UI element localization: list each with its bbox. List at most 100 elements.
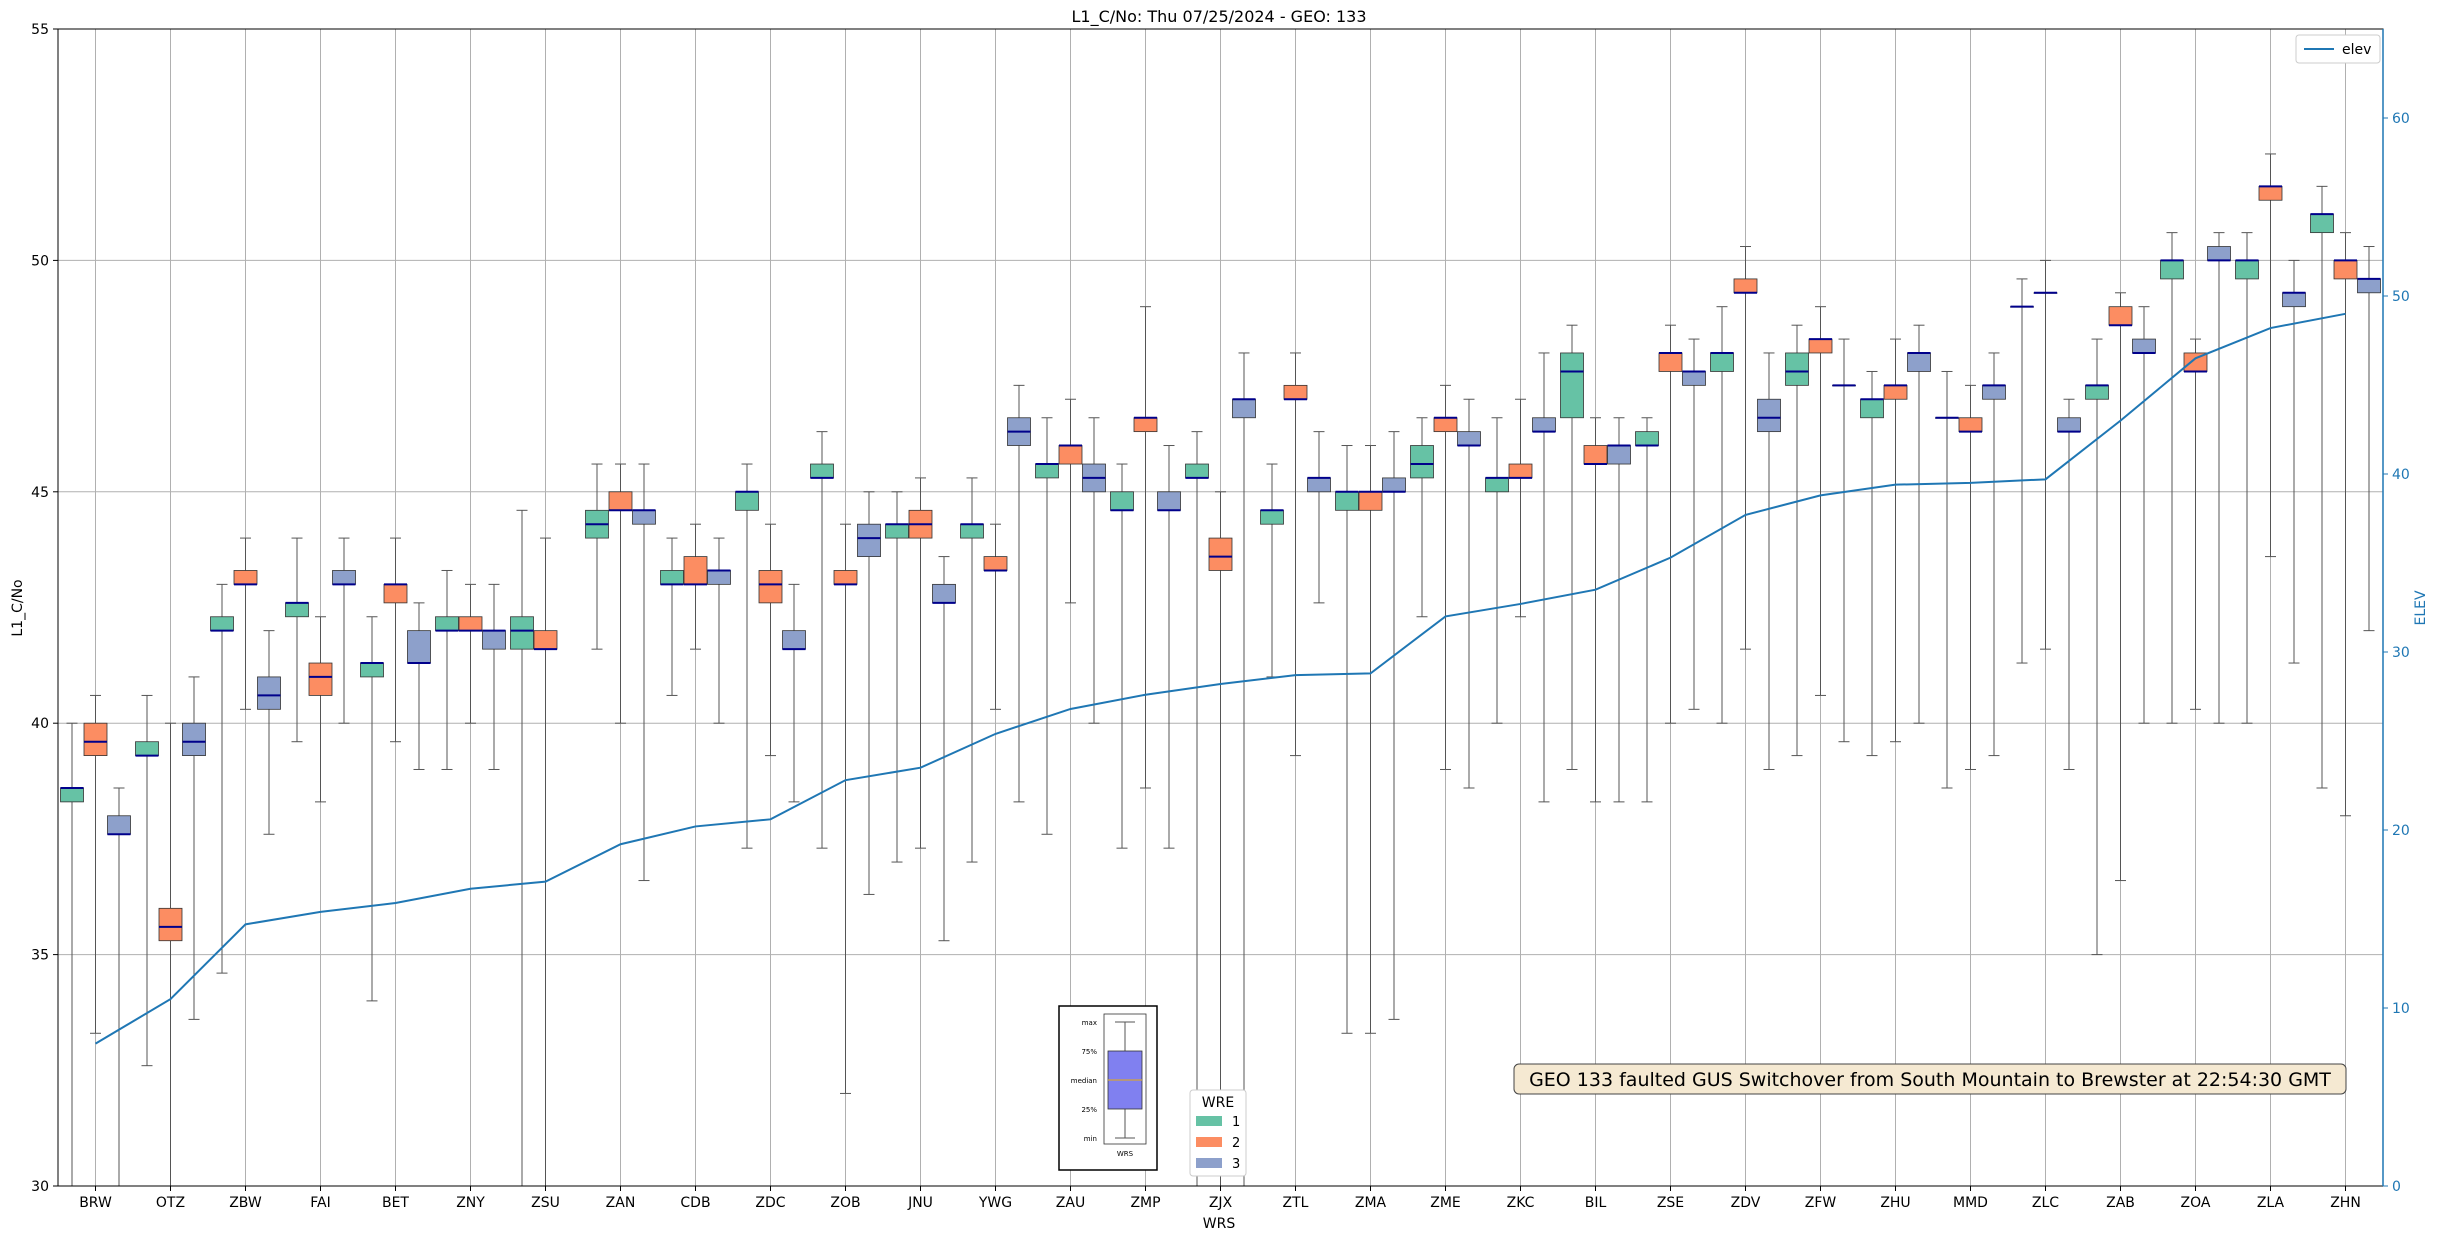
x-tick-label: ZKC	[1507, 1195, 1535, 1211]
x-tick-label: BET	[382, 1195, 409, 1211]
box-ZKC-wre1	[1485, 477, 1509, 493]
box-ZSE-wre2	[1658, 352, 1683, 372]
y-tick-label: 30	[31, 1179, 49, 1195]
box-ZJX-wre2	[1208, 537, 1233, 571]
x-tick-label: ZBW	[229, 1195, 262, 1211]
box-ZOA-wre3	[2207, 246, 2231, 261]
box-ZBW-wre3	[257, 676, 281, 710]
x-tick-label: ZFW	[1805, 1195, 1837, 1211]
wre-legend-swatch-3	[1196, 1158, 1222, 1168]
box-ZAB-wre2	[2108, 306, 2133, 326]
x-tick-label: OTZ	[156, 1195, 185, 1211]
x-tick-label: ZMP	[1130, 1195, 1160, 1211]
key-label-q1: 25%	[1081, 1106, 1097, 1114]
box-JNU-wre3	[932, 583, 956, 604]
box-ZFW-wre2	[1808, 338, 1833, 354]
x-tick-label: ZSE	[1657, 1195, 1684, 1211]
x-tick-label: ZDV	[1731, 1195, 1761, 1211]
box-BRW-wre2	[83, 722, 108, 756]
wre-legend: WRE 1 2 3	[1189, 1089, 1247, 1177]
box-ZMP-wre3	[1157, 491, 1181, 511]
box-ZOB-wre2	[833, 570, 858, 585]
box-ZMP-wre2	[1133, 417, 1158, 433]
box-ZMA-wre3	[1382, 477, 1406, 493]
box-ZTL-wre1	[1260, 509, 1284, 525]
x-tick-label: YWG	[978, 1195, 1012, 1211]
box-ZJX-wre3	[1232, 398, 1256, 419]
box-ZLC-wre3	[2057, 417, 2081, 433]
x-tick-label: ZLA	[2257, 1195, 2285, 1211]
box-ZLA-wre1	[2235, 259, 2259, 280]
box-ZHN-wre2	[2333, 259, 2358, 280]
box-ZSE-wre3	[1682, 371, 1706, 386]
box-ZSU-wre1	[510, 616, 534, 650]
box-OTZ-wre3	[182, 722, 206, 756]
x-tick-label: ZMA	[1355, 1195, 1387, 1211]
box-ZAU-wre2	[1058, 445, 1083, 465]
x-tick-label: ZOB	[830, 1195, 860, 1211]
annotation-box	[1513, 1063, 2347, 1095]
x-tick-label: ZHN	[2330, 1195, 2361, 1211]
x-tick-label: ZSU	[531, 1195, 560, 1211]
y2-tick-label: 0	[2392, 1179, 2401, 1195]
y-axis-label: L1_C/No	[10, 579, 26, 636]
box-BET-wre3	[407, 630, 431, 664]
x-tick-label: ZDC	[755, 1195, 785, 1211]
wre-legend-label-3: 3	[1232, 1157, 1240, 1172]
box-FAI-wre2	[308, 662, 333, 696]
box-ZHN-wre3	[2357, 278, 2381, 294]
box-ZHU-wre2	[1883, 384, 1908, 400]
y-tick-label: 50	[31, 253, 49, 269]
wre-legend-swatch-1	[1196, 1116, 1222, 1126]
x-tick-label: ZHU	[1880, 1195, 1910, 1211]
box-ZDV-wre2	[1733, 278, 1758, 294]
box-BIL-wre3	[1607, 445, 1631, 465]
box-ZAN-wre2	[608, 491, 633, 511]
box-ZOB-wre1	[810, 463, 834, 479]
x-tick-label: ZJX	[1209, 1195, 1233, 1211]
x-tick-label: FAI	[310, 1195, 330, 1211]
y2-tick-label: 20	[2392, 823, 2410, 839]
key-label-q3: 75%	[1081, 1048, 1097, 1056]
chart-title: L1_C/No: Thu 07/25/2024 - GEO: 133	[1071, 7, 1366, 27]
x-axis-label: WRS	[1203, 1216, 1236, 1232]
box-MMD-wre2	[1958, 417, 1983, 433]
box-YWG-wre1	[960, 523, 984, 539]
box-CDB-wre3	[707, 570, 731, 585]
box-ZBW-wre2	[233, 570, 258, 585]
y2-axis-label: ELEV	[2413, 590, 2429, 625]
box-ZAB-wre3	[2132, 338, 2156, 354]
key-inner-frame	[1103, 1013, 1147, 1145]
x-tick-label: ZAN	[606, 1195, 636, 1211]
box-ZKC-wre3	[1532, 417, 1556, 433]
box-YWG-wre2	[983, 556, 1008, 571]
y2-tick-label: 40	[2392, 467, 2410, 483]
box-ZMA-wre2	[1358, 491, 1383, 511]
elev-legend-label: elev	[2342, 42, 2371, 58]
wre-legend-label-1: 1	[1232, 1115, 1240, 1130]
box-ZME-wre2	[1433, 417, 1458, 433]
box-BET-wre1	[360, 662, 384, 678]
box-OTZ-wre1	[135, 741, 159, 756]
key-label-min: min	[1084, 1135, 1097, 1143]
x-tick-label: BIL	[1585, 1195, 1607, 1211]
box-OTZ-wre2	[158, 907, 183, 942]
box-BIL-wre2	[1583, 445, 1608, 465]
box-BRW-wre1	[60, 787, 84, 803]
annotation-text: GEO 133 faulted GUS Switchover from Sout…	[1529, 1069, 2331, 1091]
box-FAI-wre1	[285, 602, 309, 618]
box-ZMA-wre1	[1335, 491, 1359, 511]
box-ZNY-wre1	[435, 616, 459, 632]
y2-tick-label: 10	[2392, 1001, 2410, 1017]
x-tick-label: ZME	[1430, 1195, 1461, 1211]
box-ZTL-wre3	[1307, 477, 1331, 493]
box-BIL-wre1	[1560, 352, 1584, 419]
axes: BRW OTZ ZBW FAI BET ZNY ZSU ZAN CDB ZDC ZOB JNU YWG Z…	[31, 22, 2410, 1211]
key-label-median: median	[1071, 1077, 1097, 1085]
box-ZFW-wre1	[1785, 352, 1809, 386]
box-ZOB-wre3	[857, 523, 881, 557]
y-tick-label: 40	[31, 716, 49, 732]
x-tick-label: ZTL	[1283, 1195, 1309, 1211]
box-ZMP-wre1	[1110, 491, 1134, 511]
